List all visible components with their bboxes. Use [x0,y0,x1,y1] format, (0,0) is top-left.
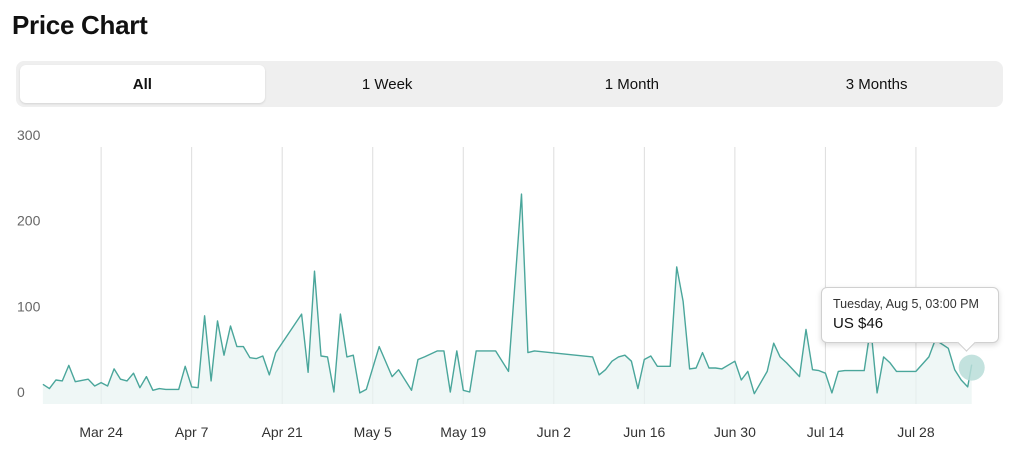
y-tick-label: 0 [17,384,25,400]
tab-3-months[interactable]: 3 Months [845,75,908,93]
tooltip-date: Tuesday, Aug 5, 03:00 PM [833,297,979,311]
tab-1-month[interactable]: 1 Month [604,75,659,93]
x-tick-label: Jun 30 [714,424,756,440]
x-tick-label: May 19 [440,424,486,440]
hover-marker[interactable] [958,354,985,381]
y-tick-label: 300 [17,127,41,143]
x-tick-label: Apr 21 [262,424,303,440]
price-tooltip: Tuesday, Aug 5, 03:00 PM US $46 [821,287,999,343]
range-tabs: All 1 Week 1 Month 3 Months [16,61,1003,107]
y-tick-label: 200 [17,213,41,229]
x-tick-label: Jun 2 [537,424,571,440]
price-area [42,194,972,404]
x-tick-label: Jul 28 [897,424,935,440]
tab-1-week[interactable]: 1 Week [361,75,413,93]
y-tick-label: 100 [17,298,41,314]
x-tick-label: Jul 14 [807,424,845,440]
y-axis: 0 100 200 300 [17,127,41,400]
tab-all[interactable]: All [20,65,265,103]
x-tick-label: Jun 16 [623,424,665,440]
x-tick-label: May 5 [354,424,392,440]
page-title: Price Chart [12,10,148,40]
x-axis: Mar 24 Apr 7 Apr 21 May 5 May 19 Jun 2 Jun 16 J… [79,424,934,440]
x-tick-label: Apr 7 [175,424,209,440]
price-line[interactable] [42,193,973,395]
tooltip-price: US $46 [833,315,884,332]
x-tick-label: Mar 24 [79,424,123,440]
